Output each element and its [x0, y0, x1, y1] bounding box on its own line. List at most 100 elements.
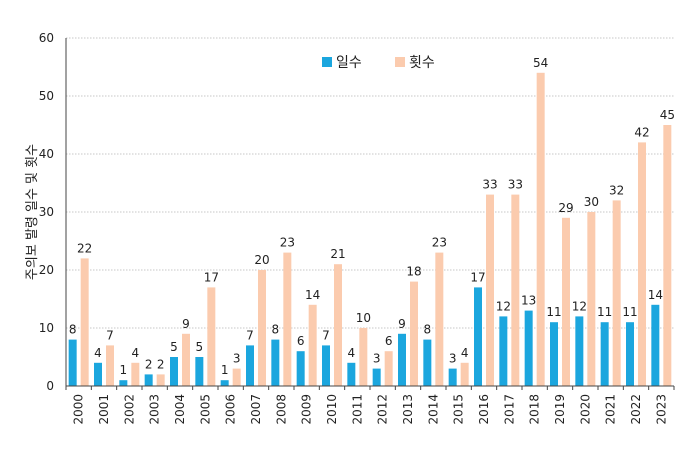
data-label-ilsu: 8	[69, 323, 77, 337]
data-label-hoetsu: 4	[461, 346, 469, 360]
bar-hoetsu	[80, 258, 89, 386]
bar-ilsu	[119, 380, 128, 386]
x-tick-label: 2023	[654, 394, 668, 425]
data-label-hoetsu: 54	[533, 56, 548, 70]
x-tick-label: 2021	[604, 394, 618, 425]
x-tick-label: 2001	[97, 394, 111, 425]
x-tick-label: 2007	[249, 394, 263, 425]
bar-ilsu	[651, 304, 660, 386]
x-tick-label: 2022	[629, 394, 643, 425]
bar-ilsu	[322, 345, 330, 386]
data-label-hoetsu: 20	[254, 253, 269, 267]
data-label-ilsu: 5	[196, 340, 204, 354]
bars	[68, 72, 672, 387]
legend-swatch-hoetsu	[395, 57, 405, 67]
x-tick-label: 2011	[350, 394, 364, 425]
bar-hoetsu	[106, 345, 114, 386]
bar-hoetsu	[283, 252, 292, 386]
bar-hoetsu	[536, 72, 545, 387]
data-label-ilsu: 7	[322, 328, 330, 342]
x-tick-label: 2018	[528, 394, 542, 425]
bar-ilsu	[94, 362, 102, 386]
data-label-hoetsu: 32	[609, 183, 624, 197]
data-label-ilsu: 8	[272, 323, 280, 337]
bar-hoetsu	[232, 368, 241, 386]
x-tick-label: 2016	[477, 394, 491, 425]
axes: 0 10 20 30 40 50 60 2000 2001 2002 2003 2004 2005 200…	[39, 31, 675, 425]
bar-hoetsu	[207, 287, 216, 386]
bar-hoetsu	[131, 362, 140, 386]
x-tick-label: 2005	[198, 394, 212, 425]
y-axis-title: 주의보 발령 일수 및 횟수	[25, 144, 40, 280]
bar-ilsu	[246, 345, 254, 386]
x-tick-label: 2006	[224, 394, 238, 425]
data-label-ilsu: 12	[496, 299, 511, 313]
y-tick-label: 30	[39, 205, 54, 219]
bar-ilsu	[271, 339, 280, 386]
bar-hoetsu	[511, 194, 520, 386]
data-label-hoetsu: 10	[356, 311, 371, 325]
bar-hoetsu	[334, 264, 342, 386]
y-tick-label: 20	[39, 263, 54, 277]
bar-ilsu	[499, 316, 508, 386]
data-label-hoetsu: 9	[182, 317, 190, 331]
bar-ilsu	[575, 316, 584, 386]
legend-label-hoetsu: 횟수	[409, 55, 435, 71]
bar-ilsu	[372, 368, 381, 386]
bar-ilsu	[600, 322, 609, 386]
data-label-ilsu: 4	[348, 346, 356, 360]
x-tick-label: 2017	[502, 394, 516, 425]
gridlines	[66, 37, 674, 329]
data-label-ilsu: 2	[145, 357, 153, 371]
data-label-ilsu: 3	[373, 352, 381, 366]
data-label-ilsu: 7	[246, 328, 254, 342]
data-label-hoetsu: 6	[385, 334, 393, 348]
data-label-ilsu: 11	[597, 305, 612, 319]
legend: 일수 횟수	[322, 55, 435, 71]
data-label-ilsu: 11	[546, 305, 561, 319]
x-tick-label: 2010	[325, 394, 339, 425]
data-label-hoetsu: 23	[432, 236, 447, 250]
bar-hoetsu	[587, 212, 596, 386]
legend-swatch-ilsu	[322, 57, 332, 67]
bar-hoetsu	[182, 333, 190, 386]
x-tick-label: 2019	[553, 394, 567, 425]
bar-ilsu	[423, 339, 432, 386]
data-label-ilsu: 6	[297, 334, 305, 348]
bar-hoetsu	[384, 351, 393, 386]
data-label-ilsu: 1	[221, 363, 229, 377]
data-label-ilsu: 5	[170, 340, 178, 354]
data-label-ilsu: 8	[424, 323, 432, 337]
data-label-hoetsu: 22	[77, 241, 92, 255]
data-label-hoetsu: 29	[558, 201, 573, 215]
data-label-hoetsu: 33	[482, 178, 497, 192]
y-tick-label: 0	[46, 379, 54, 393]
data-label-hoetsu: 33	[508, 178, 523, 192]
data-label-hoetsu: 7	[106, 328, 114, 342]
data-label-hoetsu: 18	[406, 265, 421, 279]
y-tick-label: 50	[39, 89, 54, 103]
data-label-hoetsu: 4	[132, 346, 140, 360]
data-label-ilsu: 17	[470, 270, 485, 284]
bar-ilsu	[550, 322, 558, 386]
bar-ilsu	[68, 339, 77, 386]
bar-ilsu	[144, 374, 153, 386]
x-tick-label: 2009	[300, 394, 314, 425]
bar-ilsu	[448, 368, 457, 386]
bar-hoetsu	[308, 304, 317, 386]
bar-hoetsu	[156, 374, 165, 386]
data-label-ilsu: 12	[572, 299, 587, 313]
bar-hoetsu	[410, 281, 418, 386]
bar-hoetsu	[460, 362, 469, 386]
data-label-hoetsu: 42	[634, 125, 649, 139]
bar-ilsu	[296, 351, 305, 386]
data-label-hoetsu: 30	[584, 195, 599, 209]
bar-ilsu	[626, 322, 634, 386]
bar-ilsu	[398, 333, 406, 386]
x-tick-label: 2000	[72, 394, 86, 425]
data-label-ilsu: 4	[94, 346, 102, 360]
bar-hoetsu	[663, 125, 672, 386]
